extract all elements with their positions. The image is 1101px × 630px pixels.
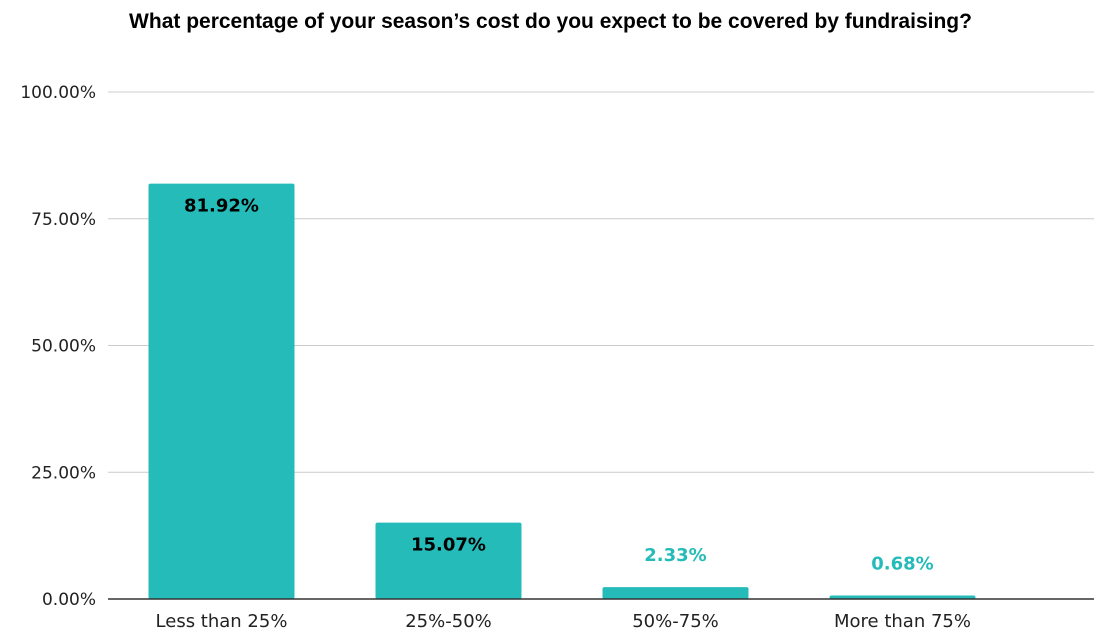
x-tick-label: 50%-75% — [632, 611, 719, 630]
bar — [149, 184, 295, 599]
bar — [603, 587, 749, 599]
data-label: 2.33% — [644, 545, 706, 566]
y-tick-label: 75.00% — [31, 210, 96, 230]
x-tick-label: 25%-50% — [405, 611, 492, 630]
y-tick-label: 0.00% — [42, 590, 96, 610]
data-label: 81.92% — [184, 196, 259, 217]
y-tick-label: 50.00% — [31, 337, 96, 357]
bars — [149, 184, 976, 599]
x-axis: Less than 25% 25%-50% 50%-75% More than 75% — [108, 599, 1094, 630]
x-tick-label: Less than 25% — [156, 611, 288, 630]
y-axis-ticks: 0.00% 25.00% 50.00% 75.00% 100.00% — [20, 83, 96, 610]
y-tick-label: 100.00% — [20, 83, 96, 103]
data-label: 0.68% — [871, 554, 933, 575]
x-tick-label: More than 75% — [834, 611, 971, 630]
data-label: 15.07% — [411, 535, 486, 556]
y-tick-label: 25.00% — [31, 463, 96, 483]
data-labels: 81.92% 15.07% 2.33% 0.68% — [184, 196, 934, 575]
